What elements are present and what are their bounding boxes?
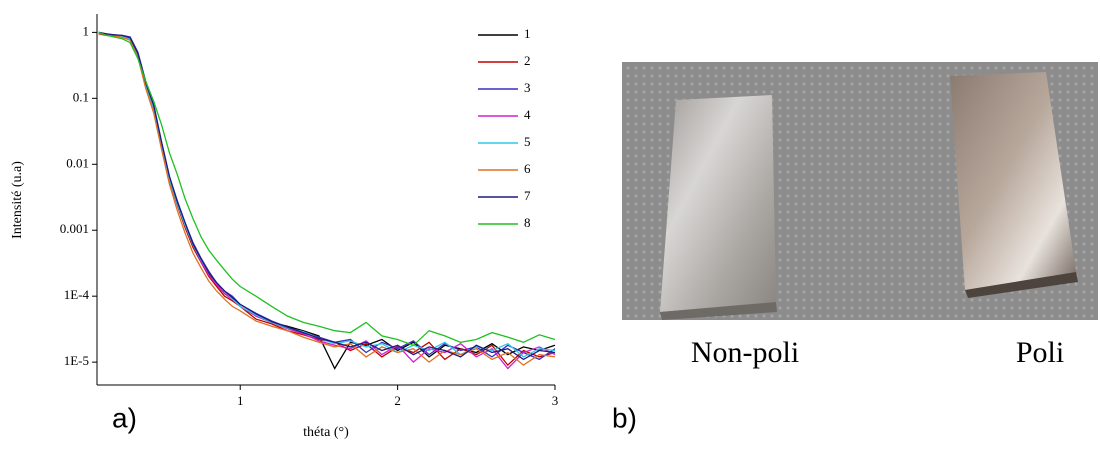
x-tick-label: 2 — [394, 393, 401, 408]
legend-label: 5 — [524, 134, 531, 149]
sample-edge — [660, 302, 777, 320]
photo-label: Poli — [1016, 336, 1064, 369]
photo — [622, 62, 1098, 320]
y-tick-label: 1 — [83, 23, 90, 38]
y-axis-label: Intensité (u.a) — [10, 161, 25, 239]
y-tick-label: 0.001 — [60, 221, 89, 236]
panel-label: b) — [612, 402, 637, 433]
legend-label: 6 — [524, 161, 531, 176]
legend-label: 4 — [524, 107, 531, 122]
data-line — [98, 31, 556, 358]
data-line — [98, 32, 556, 370]
data-line — [98, 31, 556, 361]
y-tick-label: 1E-4 — [64, 287, 90, 302]
legend-label: 7 — [524, 188, 531, 203]
legend-label: 8 — [524, 215, 531, 230]
sample-unpolished — [660, 95, 776, 312]
y-tick-label: 0.1 — [73, 89, 89, 104]
data-line — [98, 31, 556, 370]
x-axis-label: théta (°) — [303, 425, 349, 440]
photo-label: Non-poli — [691, 336, 799, 369]
legend-label: 3 — [524, 80, 531, 95]
legend-label: 2 — [524, 53, 531, 68]
data-line — [98, 31, 556, 361]
y-tick-label: 0.01 — [66, 155, 89, 170]
data-line — [98, 32, 556, 366]
data-line — [98, 33, 556, 367]
x-tick-label: 3 — [552, 393, 559, 408]
sample-polished — [950, 72, 1076, 290]
data-line — [98, 31, 556, 347]
x-tick-label: 1 — [237, 393, 244, 408]
legend-label: 1 — [524, 26, 531, 41]
panel-label: a) — [112, 402, 137, 433]
sample-edge — [965, 272, 1078, 298]
y-tick-label: 1E-5 — [64, 353, 89, 368]
